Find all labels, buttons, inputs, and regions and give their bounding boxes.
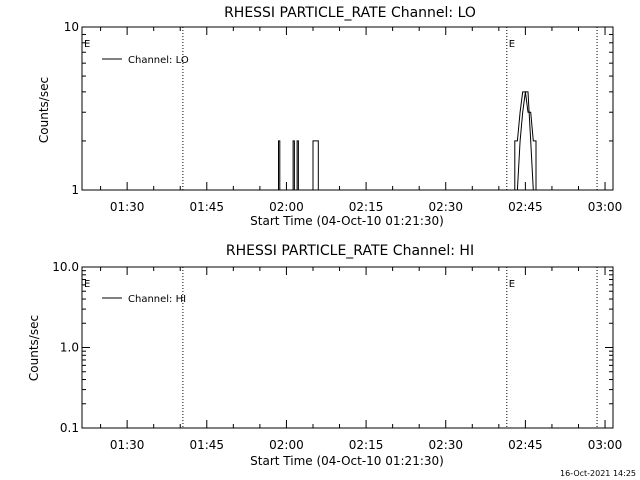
- x-tick-label: 01:45: [189, 438, 224, 452]
- x-tick-label: 02:00: [269, 200, 304, 214]
- event-marker-label: E: [84, 279, 90, 290]
- x-tick-label: 01:30: [110, 200, 145, 214]
- x-axis-label: Start Time (04-Oct-10 01:21:30): [250, 214, 444, 228]
- panel-lo: RHESSI PARTICLE_RATE Channel: LO 1 10 01:…: [37, 5, 622, 228]
- x-tick-label: 03:00: [588, 438, 623, 452]
- x-tick-label: 03:00: [588, 200, 623, 214]
- series-group: [278, 91, 537, 191]
- timestamp-stamp: 16-Oct-2021 14:25: [560, 469, 636, 478]
- y-axis-label: Counts/sec: [27, 315, 41, 381]
- x-tick-group: 01:30 01:45 02:00 02:15 02:30 02:45 03:00: [100, 27, 623, 214]
- x-tick-label: 02:45: [508, 438, 543, 452]
- y-tick-label: 10.0: [52, 260, 79, 274]
- legend: Channel: LO: [102, 55, 189, 66]
- y-tick-group: 0.1 1.0 10.0: [52, 260, 613, 435]
- x-tick-label: 02:00: [269, 438, 304, 452]
- x-tick-label: 02:30: [428, 438, 463, 452]
- y-tick-label: 10: [64, 20, 79, 34]
- y-axis-label: Counts/sec: [37, 77, 51, 143]
- series-line: [278, 91, 537, 191]
- x-axis-label: Start Time (04-Oct-10 01:21:30): [250, 454, 444, 468]
- legend-label: Channel: LO: [128, 55, 189, 66]
- legend-label: Channel: HI: [128, 294, 186, 305]
- x-tick-label: 01:30: [110, 438, 145, 452]
- x-tick-label: 01:45: [189, 200, 224, 214]
- x-tick-label: 02:30: [428, 200, 463, 214]
- chart-title: RHESSI PARTICLE_RATE Channel: LO: [224, 5, 476, 21]
- legend: Channel: HI: [102, 294, 186, 305]
- event-marker-label: E: [509, 39, 515, 50]
- series-line: [516, 91, 534, 191]
- y-tick-label: 1.0: [60, 341, 79, 355]
- x-tick-label: 02:15: [349, 200, 384, 214]
- chart-title: RHESSI PARTICLE_RATE Channel: HI: [226, 243, 474, 259]
- x-tick-group: 01:30 01:45 02:00 02:15 02:30 02:45 03:00: [100, 267, 623, 452]
- x-tick-label: 02:45: [508, 200, 543, 214]
- event-marker-label: E: [509, 279, 515, 290]
- y-tick-label: 1: [71, 183, 79, 197]
- panel-hi: RHESSI PARTICLE_RATE Channel: HI 0.1 1.0 1…: [27, 243, 622, 468]
- y-tick-group: 1 10: [64, 20, 613, 197]
- x-tick-label: 02:15: [349, 438, 384, 452]
- event-marker-label: E: [84, 39, 90, 50]
- y-tick-label: 0.1: [60, 421, 79, 435]
